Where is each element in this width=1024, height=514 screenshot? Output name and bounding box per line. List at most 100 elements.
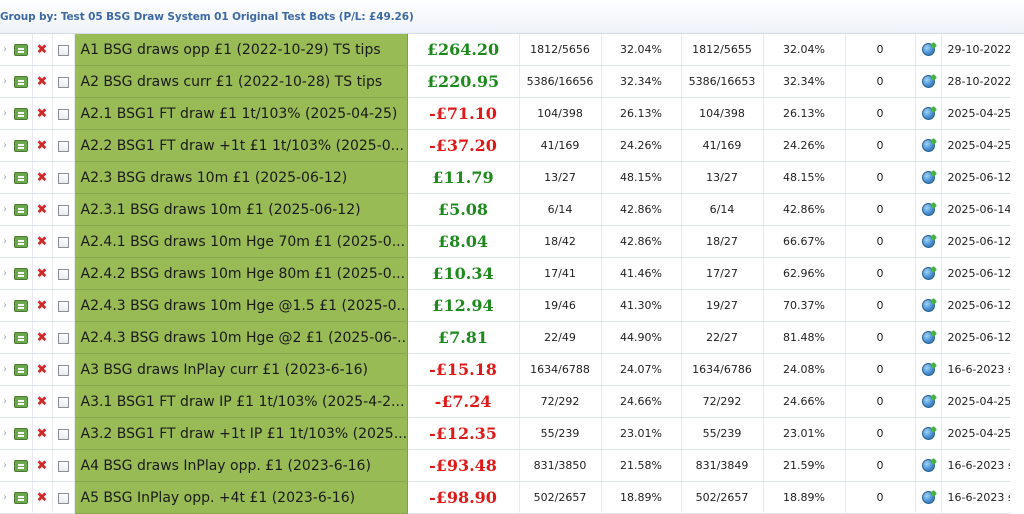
edit-bot-cell[interactable] (10, 321, 33, 354)
bot-name[interactable]: A2.4.3 BSG draws 10m Hge @2 £1 (2025-06-… (74, 321, 408, 354)
row-checkbox[interactable] (57, 492, 69, 504)
refresh-icon[interactable] (921, 107, 935, 121)
delete-x-icon[interactable]: ✖ (36, 138, 48, 154)
edit-bot-cell[interactable] (10, 385, 33, 418)
select-cell[interactable] (52, 161, 75, 194)
delete-x-icon[interactable]: ✖ (36, 202, 48, 218)
delete-bot-cell[interactable]: ✖ (32, 225, 53, 258)
bot-edit-icon[interactable] (13, 204, 28, 216)
select-cell[interactable] (52, 34, 75, 66)
select-cell[interactable] (52, 481, 75, 514)
bot-name[interactable]: A5 BSG InPlay opp. +4t £1 (2023-6-16) (74, 481, 408, 514)
delete-bot-cell[interactable]: ✖ (32, 257, 53, 290)
refresh-cell[interactable] (915, 353, 942, 386)
refresh-cell[interactable] (915, 161, 942, 194)
edit-bot-cell[interactable] (10, 289, 33, 322)
refresh-icon[interactable] (921, 75, 935, 89)
refresh-cell[interactable] (915, 449, 942, 482)
delete-bot-cell[interactable]: ✖ (32, 161, 53, 194)
delete-bot-cell[interactable]: ✖ (32, 417, 53, 450)
edit-bot-cell[interactable] (10, 129, 33, 162)
table-row[interactable]: › ✖ A2.4.3 BSG draws 10m Hge @1.5 £1 (2025… (0, 289, 1010, 322)
refresh-cell[interactable] (915, 289, 942, 322)
refresh-icon[interactable] (921, 491, 935, 505)
refresh-cell[interactable] (915, 481, 942, 514)
refresh-icon[interactable] (921, 139, 935, 153)
edit-bot-cell[interactable] (10, 257, 33, 290)
delete-bot-cell[interactable]: ✖ (32, 97, 53, 130)
refresh-icon[interactable] (921, 395, 935, 409)
bot-name[interactable]: A3 BSG draws InPlay curr £1 (2023-6-16) (74, 353, 408, 386)
refresh-cell[interactable] (915, 257, 942, 290)
row-checkbox[interactable] (57, 396, 69, 408)
table-row[interactable]: › ✖ A2.3.1 BSG draws 10m £1 (2025-06-12) £5… (0, 193, 1010, 226)
select-cell[interactable] (52, 225, 75, 258)
bot-name[interactable]: A2.1 BSG1 FT draw £1 1t/103% (2025-04-25… (74, 97, 408, 130)
delete-bot-cell[interactable]: ✖ (32, 481, 53, 514)
refresh-cell[interactable] (915, 321, 942, 354)
refresh-cell[interactable] (915, 225, 942, 258)
select-cell[interactable] (52, 353, 75, 386)
row-checkbox[interactable] (57, 76, 69, 88)
bot-edit-icon[interactable] (13, 364, 28, 376)
row-checkbox[interactable] (57, 268, 69, 280)
delete-x-icon[interactable]: ✖ (36, 170, 48, 186)
table-row[interactable]: › ✖ A1 BSG draws opp £1 (2022-10-29) TS ti… (0, 34, 1010, 66)
edit-bot-cell[interactable] (10, 449, 33, 482)
row-checkbox[interactable] (57, 172, 69, 184)
table-row[interactable]: › ✖ A5 BSG InPlay opp. +4t £1 (2023-6-16) -… (0, 481, 1010, 514)
delete-x-icon[interactable]: ✖ (36, 42, 48, 58)
delete-x-icon[interactable]: ✖ (36, 330, 48, 346)
bot-name[interactable]: A3.1 BSG1 FT draw IP £1 1t/103% (2025-4-… (74, 385, 408, 418)
edit-bot-cell[interactable] (10, 481, 33, 514)
bot-name[interactable]: A2.2 BSG1 FT draw +1t £1 1t/103% (2025-0… (74, 129, 408, 162)
refresh-cell[interactable] (915, 417, 942, 450)
refresh-icon[interactable] (921, 267, 935, 281)
edit-bot-cell[interactable] (10, 161, 33, 194)
delete-x-icon[interactable]: ✖ (36, 362, 48, 378)
refresh-icon[interactable] (921, 171, 935, 185)
bot-edit-icon[interactable] (13, 396, 28, 408)
refresh-cell[interactable] (915, 129, 942, 162)
delete-bot-cell[interactable]: ✖ (32, 34, 53, 66)
select-cell[interactable] (52, 321, 75, 354)
bot-edit-icon[interactable] (13, 268, 28, 280)
delete-x-icon[interactable]: ✖ (36, 74, 48, 90)
refresh-icon[interactable] (921, 203, 935, 217)
bot-name[interactable]: A1 BSG draws opp £1 (2022-10-29) TS tips (74, 34, 408, 66)
delete-bot-cell[interactable]: ✖ (32, 385, 53, 418)
bot-name[interactable]: A2.3.1 BSG draws 10m £1 (2025-06-12) (74, 193, 408, 226)
delete-x-icon[interactable]: ✖ (36, 394, 48, 410)
delete-x-icon[interactable]: ✖ (36, 106, 48, 122)
select-cell[interactable] (52, 417, 75, 450)
row-checkbox[interactable] (57, 300, 69, 312)
delete-x-icon[interactable]: ✖ (36, 426, 48, 442)
bot-edit-icon[interactable] (13, 492, 28, 504)
bot-edit-icon[interactable] (13, 236, 28, 248)
row-checkbox[interactable] (57, 140, 69, 152)
delete-x-icon[interactable]: ✖ (36, 298, 48, 314)
table-row[interactable]: › ✖ A3.1 BSG1 FT draw IP £1 1t/103% (2025-… (0, 385, 1010, 418)
bot-edit-icon[interactable] (13, 332, 28, 344)
row-checkbox[interactable] (57, 44, 69, 56)
select-cell[interactable] (52, 193, 75, 226)
select-cell[interactable] (52, 449, 75, 482)
edit-bot-cell[interactable] (10, 193, 33, 226)
delete-bot-cell[interactable]: ✖ (32, 129, 53, 162)
edit-bot-cell[interactable] (10, 225, 33, 258)
edit-bot-cell[interactable] (10, 97, 33, 130)
bot-edit-icon[interactable] (13, 460, 28, 472)
bot-edit-icon[interactable] (13, 108, 28, 120)
refresh-cell[interactable] (915, 34, 942, 66)
bot-name[interactable]: A2.3 BSG draws 10m £1 (2025-06-12) (74, 161, 408, 194)
refresh-cell[interactable] (915, 65, 942, 98)
refresh-icon[interactable] (921, 331, 935, 345)
select-cell[interactable] (52, 129, 75, 162)
refresh-icon[interactable] (921, 299, 935, 313)
select-cell[interactable] (52, 65, 75, 98)
delete-bot-cell[interactable]: ✖ (32, 193, 53, 226)
bot-edit-icon[interactable] (13, 44, 28, 56)
bot-edit-icon[interactable] (13, 140, 28, 152)
refresh-icon[interactable] (921, 235, 935, 249)
bot-edit-icon[interactable] (13, 76, 28, 88)
